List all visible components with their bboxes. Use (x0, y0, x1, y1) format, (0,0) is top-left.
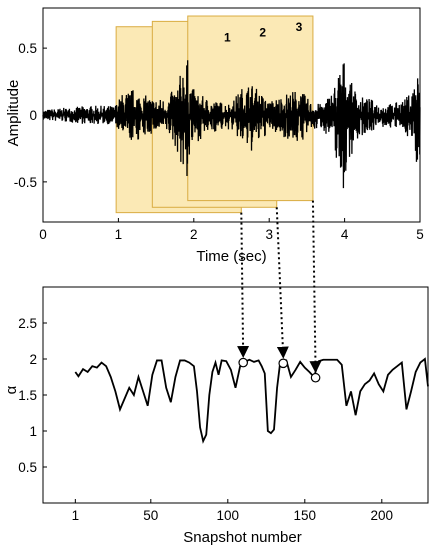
alpha-chart: 1 50 100 150 200 2.521.510.5 Snapshot number… (3, 286, 429, 546)
alpha-snapshot-markers (238, 357, 321, 383)
x-tick-label: 100 (217, 508, 240, 523)
alpha-marker-1 (238, 357, 248, 368)
connector-arrow-2 (275, 207, 289, 359)
y-tick-label: -0.5 (14, 175, 37, 190)
waveform-y-axis-label: Amplitude (5, 80, 22, 147)
alpha-y-axis-label: α (3, 385, 20, 394)
x-tick-label: 1 (115, 227, 123, 242)
snapshot-window-label-1: 1 (224, 31, 231, 45)
x-tick-label: 2 (190, 227, 198, 242)
x-tick-label: 150 (294, 508, 317, 523)
waveform-y-ticks: 0.5 0 -0.5 (14, 41, 47, 190)
connector-arrow-3 (309, 200, 322, 374)
connector-arrow-1 (237, 212, 250, 358)
y-tick-label: 1 (29, 424, 37, 439)
y-tick-label: 0.5 (18, 460, 37, 475)
waveform-chart: 1 2 3 0 1 2 3 4 5 0.5 0 -0.5 Time (sec) Amplitude (5, 7, 424, 265)
y-tick-label: 2.5 (18, 316, 37, 331)
y-tick-label: 2 (29, 352, 37, 367)
x-tick-label: 1 (72, 508, 80, 523)
alpha-x-ticks: 1 50 100 150 200 (72, 499, 393, 523)
waveform-x-axis-label: Time (sec) (196, 248, 266, 265)
y-tick-label: 0 (29, 108, 37, 123)
window-to-snapshot-arrows (237, 200, 322, 374)
x-tick-label: 3 (265, 227, 273, 242)
snapshot-window-label-3: 3 (296, 20, 303, 34)
alpha-y-ticks: 2.5 2 1.5 1 0.5 (18, 316, 47, 475)
alpha-axes-frame (42, 286, 429, 504)
x-tick-label: 50 (143, 508, 158, 523)
alpha-marker-2 (278, 358, 289, 369)
x-tick-label: 0 (39, 227, 47, 242)
alpha-marker-3 (310, 372, 321, 383)
snapshot-window-labels: 1 2 3 (224, 20, 303, 45)
alpha-series-line (74, 357, 429, 444)
x-tick-label: 4 (341, 227, 349, 242)
y-tick-label: 1.5 (18, 388, 37, 403)
y-tick-label: 0.5 (18, 41, 37, 56)
alpha-x-axis-label: Snapshot number (183, 529, 301, 546)
x-tick-label: 5 (416, 227, 424, 242)
waveform-x-ticks: 0 1 2 3 4 5 (39, 218, 424, 242)
waveform-line (42, 60, 421, 189)
x-tick-label: 200 (371, 508, 394, 523)
waveform-series (42, 60, 421, 189)
snapshot-window-label-2: 2 (259, 25, 266, 39)
